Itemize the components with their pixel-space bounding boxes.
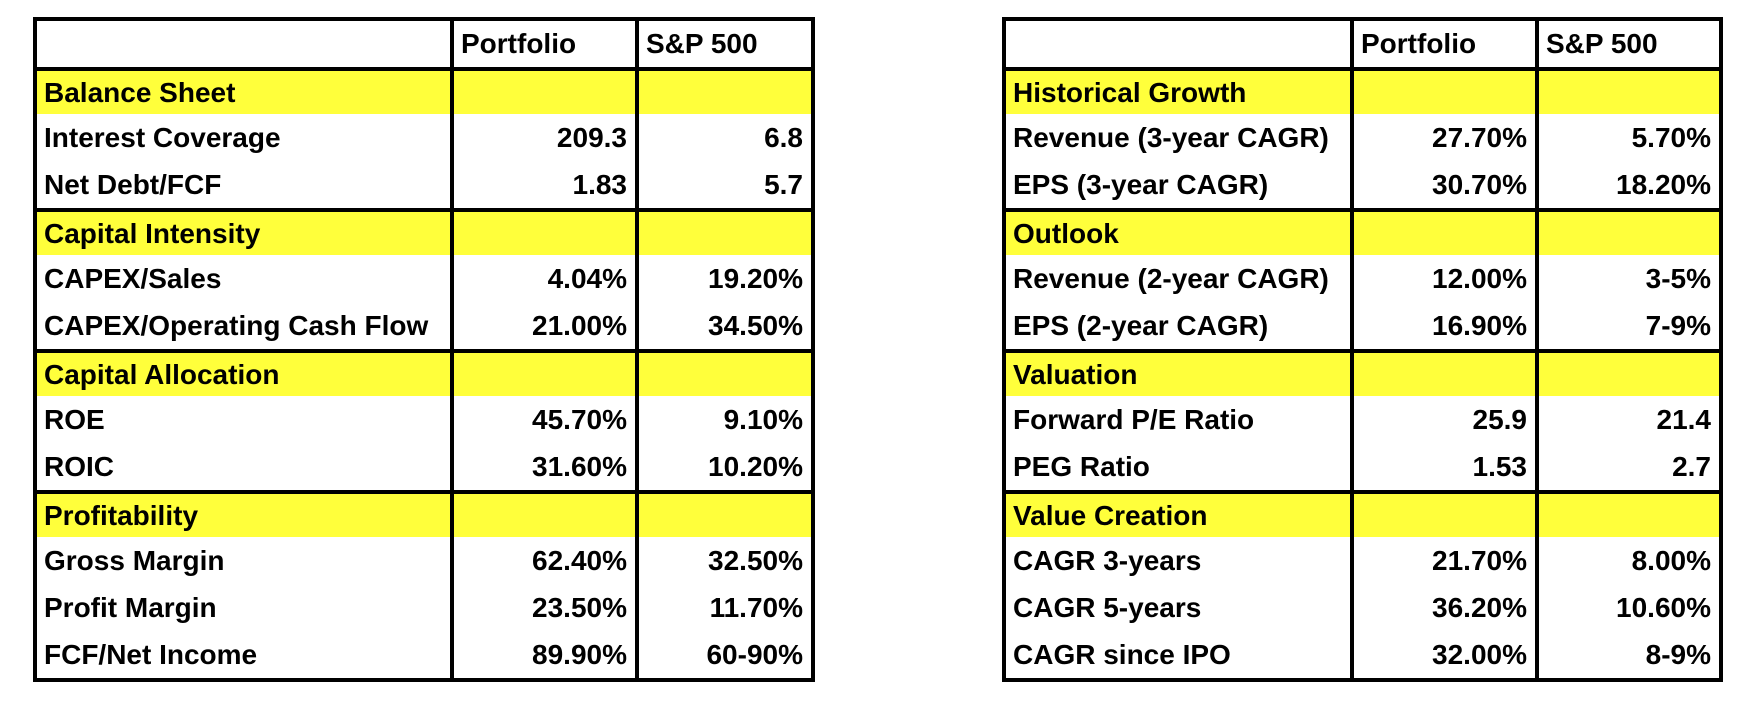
metric-label-cell: Revenue (3-year CAGR) (1006, 114, 1350, 161)
column-header-portfolio: Portfolio (450, 21, 635, 67)
growth-valuation-table: Portfolio S&P 500 Historical Growth Revenue… (1002, 17, 1723, 682)
section-fill-cell (1535, 67, 1719, 114)
column-header-blank (1006, 21, 1350, 67)
section-fill-cell (1350, 67, 1535, 114)
section-fill-cell (1350, 490, 1535, 537)
metric-label-cell: CAPEX/Sales (37, 255, 450, 302)
section-fill-cell (1350, 208, 1535, 255)
portfolio-value-cell: 1.83 (450, 161, 635, 208)
metric-label-cell: Forward P/E Ratio (1006, 396, 1350, 443)
portfolio-value-cell: 31.60% (450, 443, 635, 490)
section-fill-cell (1535, 349, 1719, 396)
portfolio-value-cell: 21.70% (1350, 537, 1535, 584)
portfolio-value-cell: 23.50% (450, 584, 635, 631)
tables-container: Portfolio S&P 500 Balance Sheet Interest Co… (33, 17, 1723, 682)
portfolio-value-cell: 62.40% (450, 537, 635, 584)
portfolio-value-cell: 45.70% (450, 396, 635, 443)
sp500-value-cell: 19.20% (635, 255, 811, 302)
section-header-cell: Valuation (1006, 349, 1350, 396)
section-header-cell: Capital Intensity (37, 208, 450, 255)
section-fill-cell (635, 208, 811, 255)
sp500-value-cell: 5.7 (635, 161, 811, 208)
metric-label-cell: FCF/Net Income (37, 631, 450, 678)
section-fill-cell (1535, 490, 1719, 537)
sp500-value-cell: 32.50% (635, 537, 811, 584)
sp500-value-cell: 10.20% (635, 443, 811, 490)
metric-label-cell: Profit Margin (37, 584, 450, 631)
metric-label-cell: PEG Ratio (1006, 443, 1350, 490)
metric-label-cell: CAGR 3-years (1006, 537, 1350, 584)
section-fill-cell (450, 349, 635, 396)
metric-label-cell: Revenue (2-year CAGR) (1006, 255, 1350, 302)
portfolio-value-cell: 36.20% (1350, 584, 1535, 631)
column-header-sp500: S&P 500 (1535, 21, 1719, 67)
section-fill-cell (450, 208, 635, 255)
sp500-value-cell: 3-5% (1535, 255, 1719, 302)
section-fill-cell (635, 67, 811, 114)
sp500-value-cell: 7-9% (1535, 302, 1719, 349)
sp500-value-cell: 6.8 (635, 114, 811, 161)
metric-label-cell: Interest Coverage (37, 114, 450, 161)
portfolio-value-cell: 4.04% (450, 255, 635, 302)
section-fill-cell (1350, 349, 1535, 396)
sp500-value-cell: 8.00% (1535, 537, 1719, 584)
column-header-blank (37, 21, 450, 67)
section-fill-cell (635, 490, 811, 537)
portfolio-value-cell: 209.3 (450, 114, 635, 161)
section-header-cell: Balance Sheet (37, 67, 450, 114)
metric-label-cell: ROE (37, 396, 450, 443)
sp500-value-cell: 8-9% (1535, 631, 1719, 678)
sp500-value-cell: 2.7 (1535, 443, 1719, 490)
sp500-value-cell: 10.60% (1535, 584, 1719, 631)
fundamentals-table: Portfolio S&P 500 Balance Sheet Interest Co… (33, 17, 815, 682)
section-header-cell: Value Creation (1006, 490, 1350, 537)
sp500-value-cell: 34.50% (635, 302, 811, 349)
metric-label-cell: Net Debt/FCF (37, 161, 450, 208)
portfolio-value-cell: 21.00% (450, 302, 635, 349)
section-header-cell: Historical Growth (1006, 67, 1350, 114)
section-header-cell: Outlook (1006, 208, 1350, 255)
portfolio-value-cell: 16.90% (1350, 302, 1535, 349)
section-fill-cell (450, 490, 635, 537)
sp500-value-cell: 11.70% (635, 584, 811, 631)
metric-label-cell: ROIC (37, 443, 450, 490)
section-header-cell: Profitability (37, 490, 450, 537)
portfolio-value-cell: 25.9 (1350, 396, 1535, 443)
column-header-portfolio: Portfolio (1350, 21, 1535, 67)
section-fill-cell (1535, 208, 1719, 255)
metric-label-cell: Gross Margin (37, 537, 450, 584)
column-header-sp500: S&P 500 (635, 21, 811, 67)
metric-label-cell: CAGR 5-years (1006, 584, 1350, 631)
metric-label-cell: EPS (3-year CAGR) (1006, 161, 1350, 208)
portfolio-value-cell: 1.53 (1350, 443, 1535, 490)
portfolio-value-cell: 89.90% (450, 631, 635, 678)
sp500-value-cell: 21.4 (1535, 396, 1719, 443)
sp500-value-cell: 60-90% (635, 631, 811, 678)
metric-label-cell: CAPEX/Operating Cash Flow (37, 302, 450, 349)
section-fill-cell (635, 349, 811, 396)
section-header-cell: Capital Allocation (37, 349, 450, 396)
section-fill-cell (450, 67, 635, 114)
metric-label-cell: EPS (2-year CAGR) (1006, 302, 1350, 349)
sp500-value-cell: 18.20% (1535, 161, 1719, 208)
portfolio-value-cell: 27.70% (1350, 114, 1535, 161)
metric-label-cell: CAGR since IPO (1006, 631, 1350, 678)
portfolio-value-cell: 30.70% (1350, 161, 1535, 208)
portfolio-value-cell: 32.00% (1350, 631, 1535, 678)
sp500-value-cell: 9.10% (635, 396, 811, 443)
sp500-value-cell: 5.70% (1535, 114, 1719, 161)
portfolio-value-cell: 12.00% (1350, 255, 1535, 302)
